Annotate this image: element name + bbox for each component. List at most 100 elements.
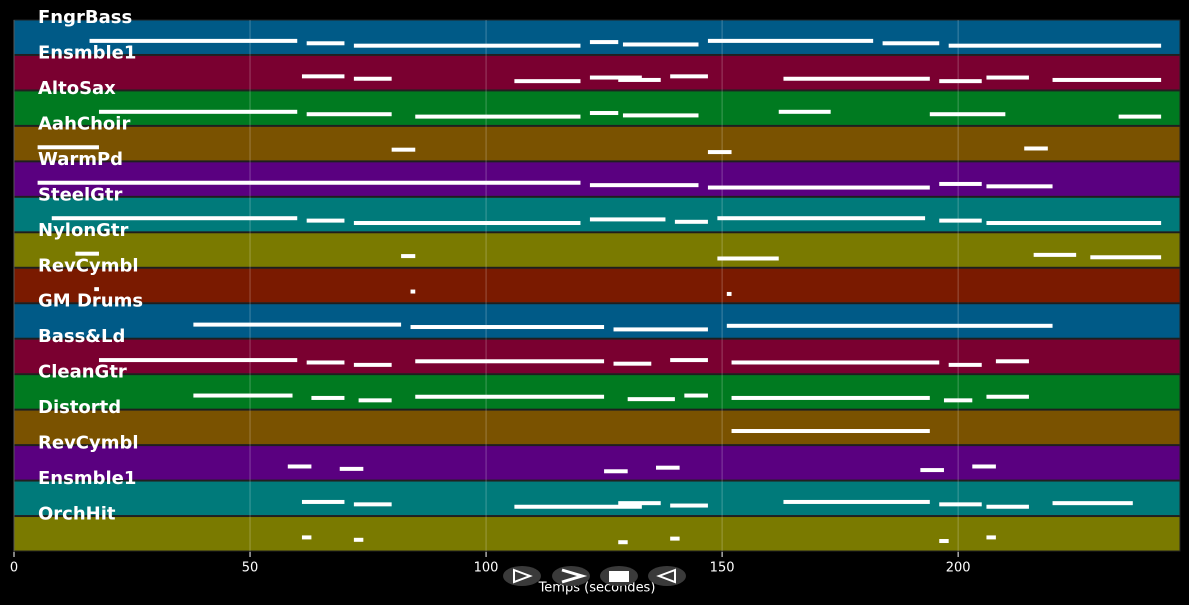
note — [306, 112, 392, 117]
transport — [503, 566, 686, 586]
note — [358, 398, 392, 403]
note — [287, 464, 312, 469]
lane — [13, 161, 1181, 197]
note — [726, 323, 1053, 328]
lane — [13, 90, 1181, 126]
note — [415, 114, 581, 119]
lane — [13, 409, 1181, 446]
note — [948, 43, 1162, 48]
track-name: AahChoir — [38, 113, 130, 134]
note — [670, 74, 708, 79]
note — [75, 251, 99, 256]
lane — [13, 54, 1181, 91]
lane — [13, 338, 1181, 375]
x-tick-label: 150 — [710, 561, 735, 576]
note — [778, 109, 831, 114]
note — [783, 499, 930, 504]
track-name: NylonGtr — [38, 220, 129, 241]
note — [410, 289, 416, 294]
x-tick-label: 50 — [242, 561, 259, 576]
x-axis-label: Temps (secondes) — [538, 581, 656, 596]
x-tick-label: 0 — [10, 561, 18, 576]
note — [622, 42, 699, 47]
track-name: RevCymbl — [38, 255, 139, 276]
note — [726, 291, 732, 296]
note — [306, 218, 345, 223]
note — [707, 150, 732, 155]
note — [684, 393, 708, 398]
lane — [13, 196, 1181, 233]
note — [353, 43, 581, 48]
note — [410, 325, 605, 330]
forward-button[interactable] — [552, 566, 590, 586]
note — [306, 41, 345, 46]
note — [674, 219, 708, 224]
lane — [13, 267, 1181, 304]
track-name: Bass&Ld — [38, 326, 125, 347]
note — [920, 468, 944, 473]
note — [986, 394, 1029, 399]
note — [306, 360, 345, 365]
note — [618, 540, 628, 545]
note — [353, 362, 392, 367]
note — [589, 183, 699, 188]
note — [731, 429, 930, 434]
play-button[interactable] — [503, 566, 541, 586]
note — [670, 358, 708, 363]
note — [939, 181, 982, 186]
back-button[interactable] — [648, 566, 686, 586]
lane — [13, 19, 1181, 55]
note — [670, 503, 708, 508]
note — [882, 41, 940, 46]
note — [731, 360, 940, 365]
note — [783, 76, 930, 81]
x-tick-label: 200 — [946, 561, 971, 576]
note — [618, 501, 661, 506]
note — [627, 397, 675, 402]
lane — [13, 374, 1181, 410]
note — [193, 322, 402, 327]
note — [1024, 146, 1048, 151]
note — [995, 359, 1029, 364]
note — [939, 218, 982, 223]
note — [391, 147, 416, 152]
note — [939, 539, 949, 544]
track-name: Ensmble1 — [38, 468, 136, 489]
lane — [13, 303, 1181, 339]
note — [1052, 77, 1162, 82]
track-name: RevCymbl — [38, 433, 139, 454]
lanes — [13, 19, 1181, 552]
note — [717, 256, 779, 261]
note — [98, 358, 298, 363]
note — [1090, 255, 1162, 260]
note — [301, 535, 312, 540]
note — [943, 398, 973, 403]
stop-button[interactable] — [600, 566, 638, 586]
note — [613, 361, 652, 366]
note — [415, 394, 605, 399]
track-name: Ensmble1 — [38, 42, 136, 63]
note — [353, 502, 392, 507]
note — [311, 395, 345, 400]
note — [613, 327, 708, 332]
lane — [13, 516, 1181, 552]
track-name: GM Drums — [38, 291, 143, 312]
note — [1033, 252, 1077, 257]
note — [193, 393, 293, 398]
note — [415, 359, 605, 364]
note — [1052, 501, 1133, 506]
note — [707, 185, 930, 190]
lane — [13, 125, 1181, 162]
track-name: WarmPd — [38, 149, 123, 170]
note — [986, 221, 1162, 226]
note — [353, 76, 392, 81]
note — [94, 287, 99, 292]
note — [986, 184, 1053, 189]
note — [514, 79, 581, 84]
note — [339, 466, 364, 471]
note — [986, 535, 996, 540]
grid — [13, 20, 959, 552]
note — [948, 362, 982, 367]
track-name: AltoSax — [38, 78, 116, 99]
note — [301, 74, 345, 79]
